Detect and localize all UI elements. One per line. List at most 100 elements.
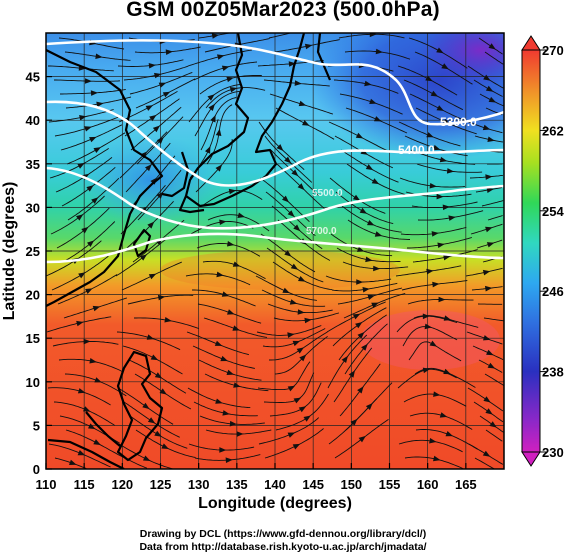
streamline-arrow <box>445 431 453 437</box>
streamline-arrow <box>429 340 437 347</box>
streamline-arrow <box>297 183 305 191</box>
streamline-arrow <box>205 146 211 154</box>
streamline-arrow <box>298 276 306 282</box>
streamline-arrow <box>154 72 162 79</box>
streamline-arrow <box>287 210 295 217</box>
x-tick-label: 135 <box>226 477 248 492</box>
x-tick-label: 110 <box>36 477 57 492</box>
streamline-arrow <box>89 358 97 364</box>
streamline-arrow <box>77 450 86 456</box>
streamline-arrow <box>373 265 381 272</box>
streamline-arrow <box>76 320 84 327</box>
credit-drawing: Drawing by DCL (https://www.gfd-dennou.o… <box>139 528 427 540</box>
streamline-arrow <box>90 90 98 96</box>
streamline-arrow <box>220 355 228 362</box>
streamline-arrow <box>143 455 151 461</box>
streamline-arrow <box>304 317 312 324</box>
streamline-arrow <box>219 447 227 453</box>
streamline-arrow <box>77 162 85 169</box>
map-figure: 5300.0 5400.0 5500.0 5700.0 110 115 120 125… <box>1 32 564 512</box>
streamline-arrow <box>483 396 491 403</box>
streamline <box>484 51 504 65</box>
y-tick-label: 25 <box>26 244 40 259</box>
y-tick-label: 5 <box>33 418 40 433</box>
streamline-arrow <box>298 406 307 413</box>
streamline-arrow <box>436 105 444 111</box>
streamline-arrow <box>84 126 92 132</box>
streamline-arrow <box>154 372 163 379</box>
streamline-arrow <box>371 178 380 185</box>
streamline-arrow <box>139 254 148 261</box>
streamline-arrow <box>292 443 301 450</box>
streamline-arrow <box>232 325 240 331</box>
x-tick-label: 140 <box>264 477 286 492</box>
streamline-arrow <box>217 54 225 60</box>
streamline-arrow <box>487 136 495 142</box>
x-tick-label: 155 <box>379 477 401 492</box>
streamline <box>487 215 503 221</box>
x-axis-label: Longitude (degrees) <box>198 495 352 512</box>
streamline-arrow <box>448 215 456 221</box>
streamline-arrow <box>352 194 361 201</box>
streamline-arrow <box>282 287 290 294</box>
streamline-arrow <box>284 156 292 164</box>
y-axis-label: Latitude (degrees) <box>1 182 18 321</box>
coastlines <box>46 33 332 469</box>
streamline-arrow <box>88 423 96 430</box>
streamline-arrow <box>364 80 372 87</box>
streamline-arrow <box>297 309 305 315</box>
streamline-arrow <box>146 334 155 340</box>
figure-title: GSM 00Z05Mar2023 (500.0hPa) <box>126 0 440 21</box>
streamline-arrow <box>232 261 241 267</box>
streamline-arrow <box>429 183 437 189</box>
streamline-arrow <box>292 340 301 347</box>
streamline-arrow <box>358 435 366 443</box>
streamline <box>481 200 504 207</box>
streamline-arrow <box>433 455 441 462</box>
streamline-arrow <box>369 33 377 38</box>
streamline-arrow <box>229 420 237 427</box>
streamline-arrow <box>362 287 370 293</box>
colorbar-tick-label: 238 <box>542 365 564 380</box>
y-tick-label: 40 <box>26 113 40 128</box>
streamline-arrow <box>226 369 235 375</box>
y-tick-label: 45 <box>26 70 40 85</box>
streamline-arrow <box>437 242 445 248</box>
streamline-arrow <box>483 74 491 81</box>
y-tick-label: 15 <box>26 331 40 346</box>
streamline-arrow <box>214 340 223 346</box>
streamline-arrow <box>488 96 497 103</box>
streamline-arrow <box>426 132 434 138</box>
streamline-arrow <box>485 408 493 415</box>
y-tick-label: 30 <box>26 200 40 215</box>
streamline-arrow <box>287 432 296 438</box>
contour-label-5700: 5700.0 <box>306 226 337 237</box>
colorbar-tick-label: 254 <box>542 204 564 219</box>
streamline-arrow <box>446 168 455 174</box>
streamline-arrow <box>77 388 86 394</box>
streamline-arrow <box>215 398 223 404</box>
y-axis: 0 5 10 15 20 25 30 35 40 45 <box>26 70 52 477</box>
streamline-arrow <box>483 335 491 341</box>
streamline-arrow <box>369 98 377 104</box>
colorbar-tick-label: 246 <box>542 284 564 299</box>
streamline-arrow <box>233 382 241 388</box>
streamline-arrow <box>482 269 491 276</box>
streamline-arrow <box>289 299 298 305</box>
streamline-arrow <box>276 144 284 151</box>
streamline-arrow <box>215 128 222 136</box>
streamline-arrow <box>93 439 101 445</box>
streamline-arrow <box>95 53 103 59</box>
streamline-arrow <box>357 332 365 339</box>
streamline-arrow <box>215 164 223 172</box>
x-tick-label: 160 <box>417 477 439 492</box>
streamline-arrow <box>152 125 160 133</box>
streamline-arrow <box>361 343 368 351</box>
streamline-arrow <box>438 296 446 303</box>
streamline-arrow <box>439 412 448 418</box>
contour-labels: 5300.0 5400.0 5500.0 5700.0 <box>306 115 477 237</box>
streamline-arrow <box>357 386 364 394</box>
contour-label-5400: 5400.0 <box>398 143 435 157</box>
streamline-arrow <box>288 61 296 67</box>
streamline-arrow <box>69 459 77 465</box>
